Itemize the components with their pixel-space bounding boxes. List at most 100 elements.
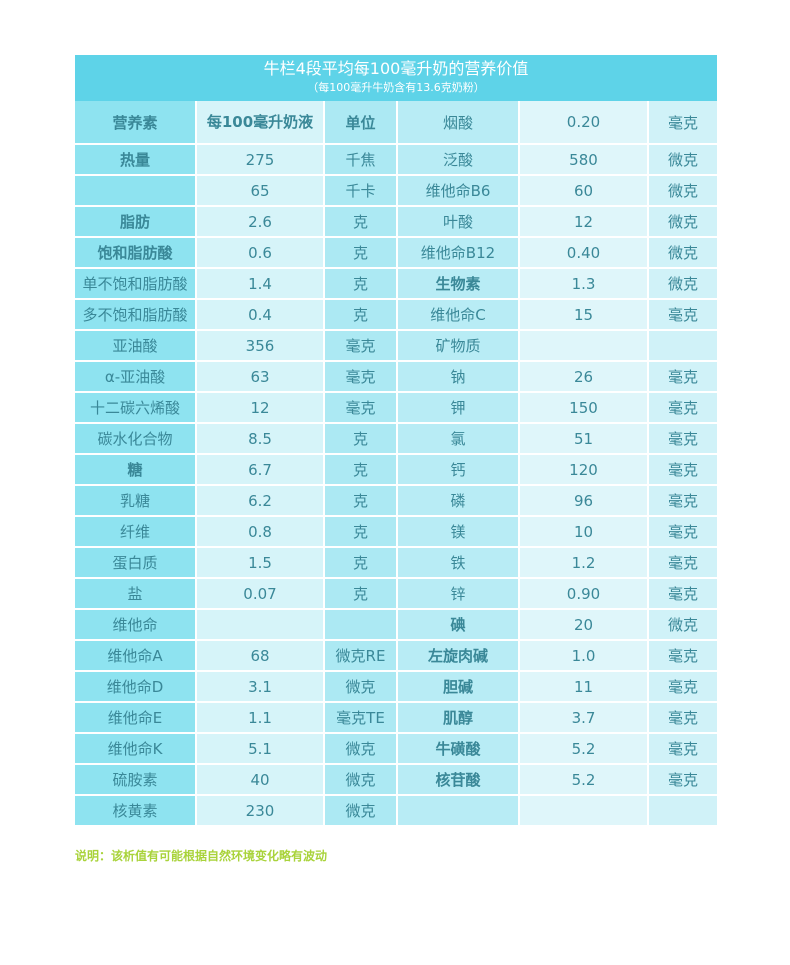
cell-name bbox=[75, 176, 197, 207]
header-nutrient: 营养素 bbox=[75, 101, 197, 145]
cell-val2: 1.3 bbox=[520, 269, 649, 300]
cell-name2: 泛酸 bbox=[398, 145, 520, 176]
cell-unit: 克 bbox=[325, 579, 398, 610]
header-unit: 单位 bbox=[325, 101, 398, 145]
cell-val2: 0.20 bbox=[520, 101, 649, 145]
cell-name2: 维他命C bbox=[398, 300, 520, 331]
cell-name: 核黄素 bbox=[75, 796, 197, 827]
cell-unit: 克 bbox=[325, 300, 398, 331]
table-row: 维他命K 5.1 微克 牛磺酸 5.2 毫克 bbox=[75, 734, 717, 765]
cell-val2: 0.40 bbox=[520, 238, 649, 269]
cell-name2: 牛磺酸 bbox=[398, 734, 520, 765]
cell-val2: 1.2 bbox=[520, 548, 649, 579]
cell-name: 热量 bbox=[75, 145, 197, 176]
cell-name: 盐 bbox=[75, 579, 197, 610]
cell-name2: 维他命B6 bbox=[398, 176, 520, 207]
table-row: 65 千卡 维他命B6 60 微克 bbox=[75, 176, 717, 207]
nutrition-table: 营养素 每100毫升奶液 单位 烟酸 0.20 毫克 热量 275 千焦 泛酸 580 微… bbox=[75, 101, 717, 827]
cell-val2: 51 bbox=[520, 424, 649, 455]
cell-name: α-亚油酸 bbox=[75, 362, 197, 393]
cell-unit: 微克 bbox=[325, 796, 398, 827]
table-row: 热量 275 千焦 泛酸 580 微克 bbox=[75, 145, 717, 176]
cell-name: 维他命D bbox=[75, 672, 197, 703]
cell-name2: 镁 bbox=[398, 517, 520, 548]
cell-name2: 胆碱 bbox=[398, 672, 520, 703]
cell-unit: 毫克 bbox=[325, 393, 398, 424]
cell-name: 乳糖 bbox=[75, 486, 197, 517]
cell-name: 单不饱和脂肪酸 bbox=[75, 269, 197, 300]
cell-unit2: 微克 bbox=[649, 269, 717, 300]
cell-unit2: 毫克 bbox=[649, 579, 717, 610]
cell-unit2: 微克 bbox=[649, 238, 717, 269]
cell-val2: 5.2 bbox=[520, 734, 649, 765]
cell-val: 275 bbox=[197, 145, 325, 176]
table-row: 亚油酸 356 毫克 矿物质 bbox=[75, 331, 717, 362]
cell-val2: 150 bbox=[520, 393, 649, 424]
cell-val: 40 bbox=[197, 765, 325, 796]
table-row: 维他命E 1.1 毫克TE 肌醇 3.7 毫克 bbox=[75, 703, 717, 734]
cell-name: 饱和脂肪酸 bbox=[75, 238, 197, 269]
table-row: 维他命D 3.1 微克 胆碱 11 毫克 bbox=[75, 672, 717, 703]
cell-name2: 叶酸 bbox=[398, 207, 520, 238]
cell-name2: 碘 bbox=[398, 610, 520, 641]
cell-val: 8.5 bbox=[197, 424, 325, 455]
cell-unit2 bbox=[649, 796, 717, 827]
cell-val2: 96 bbox=[520, 486, 649, 517]
cell-val2: 12 bbox=[520, 207, 649, 238]
cell-unit2: 毫克 bbox=[649, 101, 717, 145]
cell-unit: 千焦 bbox=[325, 145, 398, 176]
cell-unit: 克 bbox=[325, 238, 398, 269]
cell-name2: 核苷酸 bbox=[398, 765, 520, 796]
cell-unit2: 毫克 bbox=[649, 734, 717, 765]
cell-name2: 矿物质 bbox=[398, 331, 520, 362]
cell-name: 碳水化合物 bbox=[75, 424, 197, 455]
cell-unit: 微克 bbox=[325, 734, 398, 765]
cell-val: 1.5 bbox=[197, 548, 325, 579]
table-row: 碳水化合物 8.5 克氯 51 毫克 bbox=[75, 424, 717, 455]
cell-val2: 0.90 bbox=[520, 579, 649, 610]
cell-name2: 铁 bbox=[398, 548, 520, 579]
table-row: 糖 6.7 克钙 120 毫克 bbox=[75, 455, 717, 486]
table-row: 脂肪 2.6 克叶酸 12 微克 bbox=[75, 207, 717, 238]
cell-val2 bbox=[520, 796, 649, 827]
cell-val: 6.2 bbox=[197, 486, 325, 517]
cell-val: 5.1 bbox=[197, 734, 325, 765]
table-row: 饱和脂肪酸 0.6 克维他命B12 0.40 微克 bbox=[75, 238, 717, 269]
cell-unit2: 毫克 bbox=[649, 703, 717, 734]
cell-val2: 26 bbox=[520, 362, 649, 393]
nutrition-table-body: 营养素 每100毫升奶液 单位 烟酸 0.20 毫克 热量 275 千焦 泛酸 580 微… bbox=[75, 101, 717, 827]
cell-name: 蛋白质 bbox=[75, 548, 197, 579]
cell-name2: 钙 bbox=[398, 455, 520, 486]
table-row: 单不饱和脂肪酸 1.4 克生物素 1.3 微克 bbox=[75, 269, 717, 300]
cell-unit2: 微克 bbox=[649, 207, 717, 238]
cell-val: 356 bbox=[197, 331, 325, 362]
table-row: 盐 0.07 克锌 0.90 毫克 bbox=[75, 579, 717, 610]
cell-name: 维他命 bbox=[75, 610, 197, 641]
cell-name2: 锌 bbox=[398, 579, 520, 610]
cell-unit2: 毫克 bbox=[649, 641, 717, 672]
cell-unit: 克 bbox=[325, 424, 398, 455]
cell-unit: 克 bbox=[325, 548, 398, 579]
cell-val bbox=[197, 610, 325, 641]
cell-unit: 克 bbox=[325, 207, 398, 238]
table-row: 硫胺素 40 微克 核苷酸 5.2 毫克 bbox=[75, 765, 717, 796]
cell-val: 230 bbox=[197, 796, 325, 827]
cell-name: 亚油酸 bbox=[75, 331, 197, 362]
cell-unit bbox=[325, 610, 398, 641]
cell-name: 维他命K bbox=[75, 734, 197, 765]
cell-unit2: 毫克 bbox=[649, 517, 717, 548]
table-row: 核黄素 230 微克 bbox=[75, 796, 717, 827]
table-row: 纤维 0.8 克镁 10 毫克 bbox=[75, 517, 717, 548]
cell-name2: 氯 bbox=[398, 424, 520, 455]
cell-val: 0.07 bbox=[197, 579, 325, 610]
cell-unit2: 毫克 bbox=[649, 362, 717, 393]
cell-name: 多不饱和脂肪酸 bbox=[75, 300, 197, 331]
cell-unit: 克 bbox=[325, 486, 398, 517]
cell-unit2: 微克 bbox=[649, 145, 717, 176]
cell-unit2: 毫克 bbox=[649, 393, 717, 424]
table-row: 多不饱和脂肪酸 0.4 克维他命C 15 毫克 bbox=[75, 300, 717, 331]
table-row: 维他命A 68 微克RE 左旋肉碱 1.0 毫克 bbox=[75, 641, 717, 672]
cell-name2: 磷 bbox=[398, 486, 520, 517]
cell-val: 0.8 bbox=[197, 517, 325, 548]
header-amount-text: 每100毫升奶液 bbox=[206, 113, 314, 131]
